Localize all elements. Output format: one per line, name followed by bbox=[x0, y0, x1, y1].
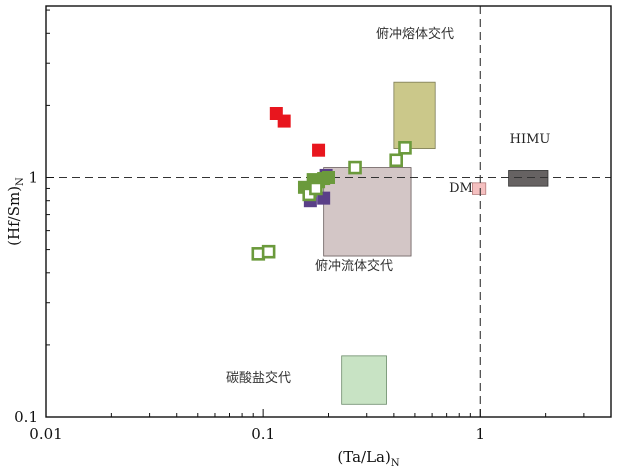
field-label-0: 俯冲熔体交代 bbox=[376, 26, 454, 42]
y-tick-label-1: 1 bbox=[28, 168, 38, 186]
field-label-3: DM bbox=[449, 181, 473, 196]
x-tick-label-1: 0.1 bbox=[251, 425, 275, 443]
y-tick-label-0: 0.1 bbox=[14, 408, 38, 426]
data-point-s3-1 bbox=[261, 244, 276, 259]
data-point-s3-3 bbox=[309, 181, 323, 196]
x-tick-label-0: 0.01 bbox=[29, 425, 62, 443]
fields-layer bbox=[323, 81, 549, 405]
field-3 bbox=[472, 182, 487, 195]
y-axis-title-main: (Hf/Sm) bbox=[5, 186, 23, 246]
labels-layer: (Ta/La)N (Hf/Sm)N 0.01 0.1 10.11俯冲熔体交代俯冲流体… bbox=[5, 26, 550, 469]
field-0 bbox=[393, 81, 436, 150]
reference-lines bbox=[46, 6, 611, 417]
x-axis-title: (Ta/La)N bbox=[337, 448, 399, 469]
data-point-s2-5 bbox=[322, 170, 335, 184]
data-point-s3-6 bbox=[398, 141, 412, 155]
x-axis-title-main: (Ta/La) bbox=[337, 448, 390, 466]
field-1 bbox=[323, 167, 412, 257]
points-layer bbox=[251, 106, 412, 261]
data-point-s3-5 bbox=[389, 153, 403, 168]
x-tick-label-2: 1 bbox=[475, 425, 485, 443]
field-2 bbox=[341, 355, 387, 405]
data-point-s0-2 bbox=[312, 143, 326, 157]
y-axis-title: (Hf/Sm)N bbox=[5, 177, 26, 246]
y-axis-title-sub: N bbox=[15, 177, 26, 186]
x-axis-title-sub: N bbox=[391, 458, 400, 469]
field-4 bbox=[508, 170, 549, 187]
data-point-s0-1 bbox=[277, 114, 291, 128]
field-label-4: HIMU bbox=[510, 132, 551, 147]
data-point-s3-4 bbox=[348, 160, 362, 175]
field-label-1: 俯冲流体交代 bbox=[315, 258, 393, 274]
axis-ticks bbox=[45, 9, 612, 418]
field-label-2: 碳酸盐交代 bbox=[226, 370, 291, 386]
